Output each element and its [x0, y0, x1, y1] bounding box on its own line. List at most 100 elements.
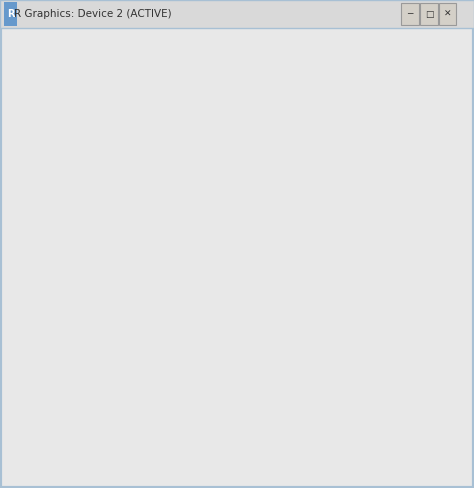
Point — [187, 173, 195, 181]
Point — [292, 178, 300, 185]
Point — [245, 163, 252, 170]
Point — [270, 339, 277, 346]
Point — [237, 212, 245, 220]
Point — [322, 219, 330, 227]
Point — [338, 197, 346, 204]
Point — [213, 132, 221, 140]
Point — [241, 118, 248, 126]
Point — [199, 126, 206, 134]
Point — [343, 224, 351, 231]
Point — [163, 221, 170, 228]
Point — [394, 198, 401, 206]
Point — [203, 243, 210, 251]
Point — [242, 205, 249, 213]
Point — [284, 222, 292, 230]
Point — [299, 225, 307, 233]
Point — [308, 153, 315, 161]
Point — [224, 250, 231, 258]
Point — [237, 173, 245, 181]
Point — [315, 155, 323, 163]
Point — [224, 108, 231, 116]
Point — [184, 224, 192, 232]
Point — [308, 240, 315, 248]
Point — [415, 230, 423, 238]
Point — [299, 242, 307, 250]
Point — [253, 260, 260, 267]
Point — [242, 128, 249, 136]
Point — [223, 105, 230, 113]
Point — [267, 180, 275, 188]
Point — [207, 147, 215, 155]
Point — [271, 197, 278, 205]
Point — [312, 177, 319, 184]
Point — [292, 122, 299, 129]
Point — [204, 257, 212, 265]
Point — [314, 153, 322, 161]
Point — [258, 122, 266, 129]
Point — [357, 118, 365, 126]
Point — [213, 106, 221, 114]
Point — [381, 164, 389, 172]
Point — [340, 215, 348, 223]
Point — [246, 190, 253, 198]
Point — [325, 185, 333, 193]
Point — [360, 245, 367, 253]
Point — [267, 267, 275, 275]
Point — [305, 132, 313, 140]
Point — [236, 206, 244, 214]
Point — [247, 274, 255, 282]
Point — [320, 166, 328, 174]
Point — [273, 152, 280, 160]
Point — [365, 102, 373, 110]
Point — [255, 222, 262, 230]
Point — [310, 143, 317, 151]
Point — [242, 126, 250, 134]
Point — [308, 244, 316, 251]
Point — [330, 192, 337, 200]
Point — [329, 227, 337, 235]
Point — [246, 181, 254, 188]
Point — [386, 195, 394, 203]
Point — [197, 204, 204, 212]
Point — [279, 156, 287, 163]
Point — [331, 204, 338, 212]
Point — [220, 82, 228, 90]
Point — [218, 193, 225, 201]
Point — [304, 221, 311, 229]
Point — [330, 208, 338, 216]
Point — [264, 220, 271, 228]
Point — [283, 133, 291, 141]
Point — [262, 252, 269, 260]
Point — [307, 82, 315, 90]
Point — [312, 265, 319, 273]
Point — [212, 79, 220, 86]
Point — [233, 156, 241, 163]
Point — [253, 143, 260, 151]
Point — [261, 198, 268, 205]
Point — [269, 136, 277, 143]
Point — [213, 167, 221, 175]
Point — [225, 197, 232, 204]
Point — [279, 180, 287, 188]
Point — [308, 221, 316, 229]
Point — [355, 264, 363, 272]
Point — [316, 112, 323, 120]
Point — [247, 95, 255, 102]
Point — [393, 110, 401, 118]
Point — [237, 126, 245, 134]
Point — [440, 172, 447, 180]
Point — [399, 157, 406, 165]
Point — [296, 194, 303, 202]
Point — [256, 198, 264, 205]
Point — [368, 188, 375, 196]
Point — [255, 199, 263, 207]
Point — [310, 233, 318, 241]
Point — [195, 100, 203, 107]
Point — [241, 177, 249, 185]
Point — [253, 156, 261, 164]
Point — [324, 85, 332, 93]
Point — [333, 127, 340, 135]
Point — [248, 200, 255, 208]
Point — [405, 196, 413, 204]
Point — [346, 224, 354, 231]
